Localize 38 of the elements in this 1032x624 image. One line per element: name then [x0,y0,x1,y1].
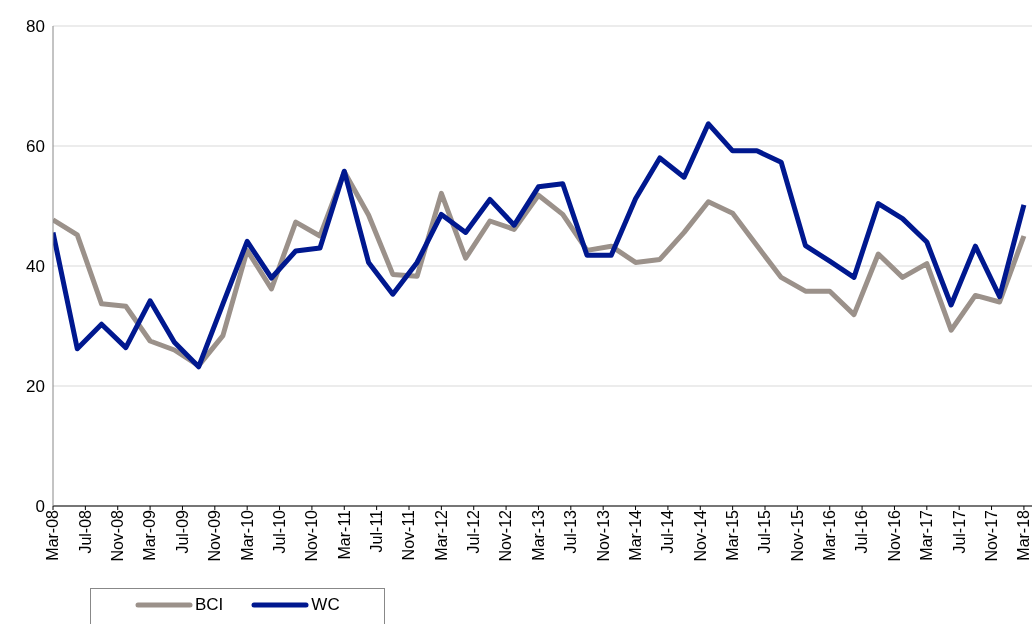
x-tick-label: Mar-14 [626,509,644,561]
y-tick-label: 20 [26,377,45,397]
x-tick-label: Mar-17 [918,509,936,561]
x-tick-label: Nov-11 [400,509,418,561]
x-tick-label: Jul-09 [173,509,191,554]
x-tick-label: Mar-16 [821,509,839,561]
x-tick-label: Jul-11 [368,509,385,553]
x-tick-label: Nov-15 [788,509,806,562]
x-tick-label: Jul-08 [76,509,94,554]
legend-label: BCI [195,595,224,615]
x-tick-label: Mar-13 [529,509,547,561]
y-tick-label: 0 [35,497,45,517]
x-tick-label: Nov-16 [885,509,903,562]
x-tick-label: Nov-14 [691,509,709,562]
legend-label: WC [311,595,340,615]
x-tick-label: Jul-15 [756,509,774,554]
x-tick-label: Mar-10 [238,509,256,561]
x-tick-label: Nov-12 [497,509,515,562]
y-tick-label: 60 [26,137,45,157]
x-tick-label: Nov-10 [303,509,321,562]
x-tick-label: Nov-08 [109,509,127,562]
x-tick-label: Jul-12 [465,509,483,554]
x-tick-label: Jul-13 [562,509,580,554]
x-tick-label: Jul-10 [270,509,288,554]
x-tick-label: Mar-12 [432,509,450,561]
x-tick-label: Mar-15 [724,509,741,561]
x-tick-label: Jul-16 [853,509,871,554]
x-tick-label: Jul-17 [950,509,968,554]
x-tick-label: Mar-09 [141,509,159,561]
x-tick-label: Mar-08 [44,509,62,561]
x-tick-label: Mar-18 [1015,509,1032,561]
x-tick-label: Mar-11 [335,509,353,560]
y-tick-label: 80 [26,17,45,37]
y-tick-label: 40 [26,257,45,277]
x-tick-label: Jul-14 [659,509,677,554]
x-tick-label: Nov-17 [982,509,1000,562]
x-tick-label: Nov-09 [206,509,224,562]
x-tick-label: Nov-13 [594,509,612,562]
